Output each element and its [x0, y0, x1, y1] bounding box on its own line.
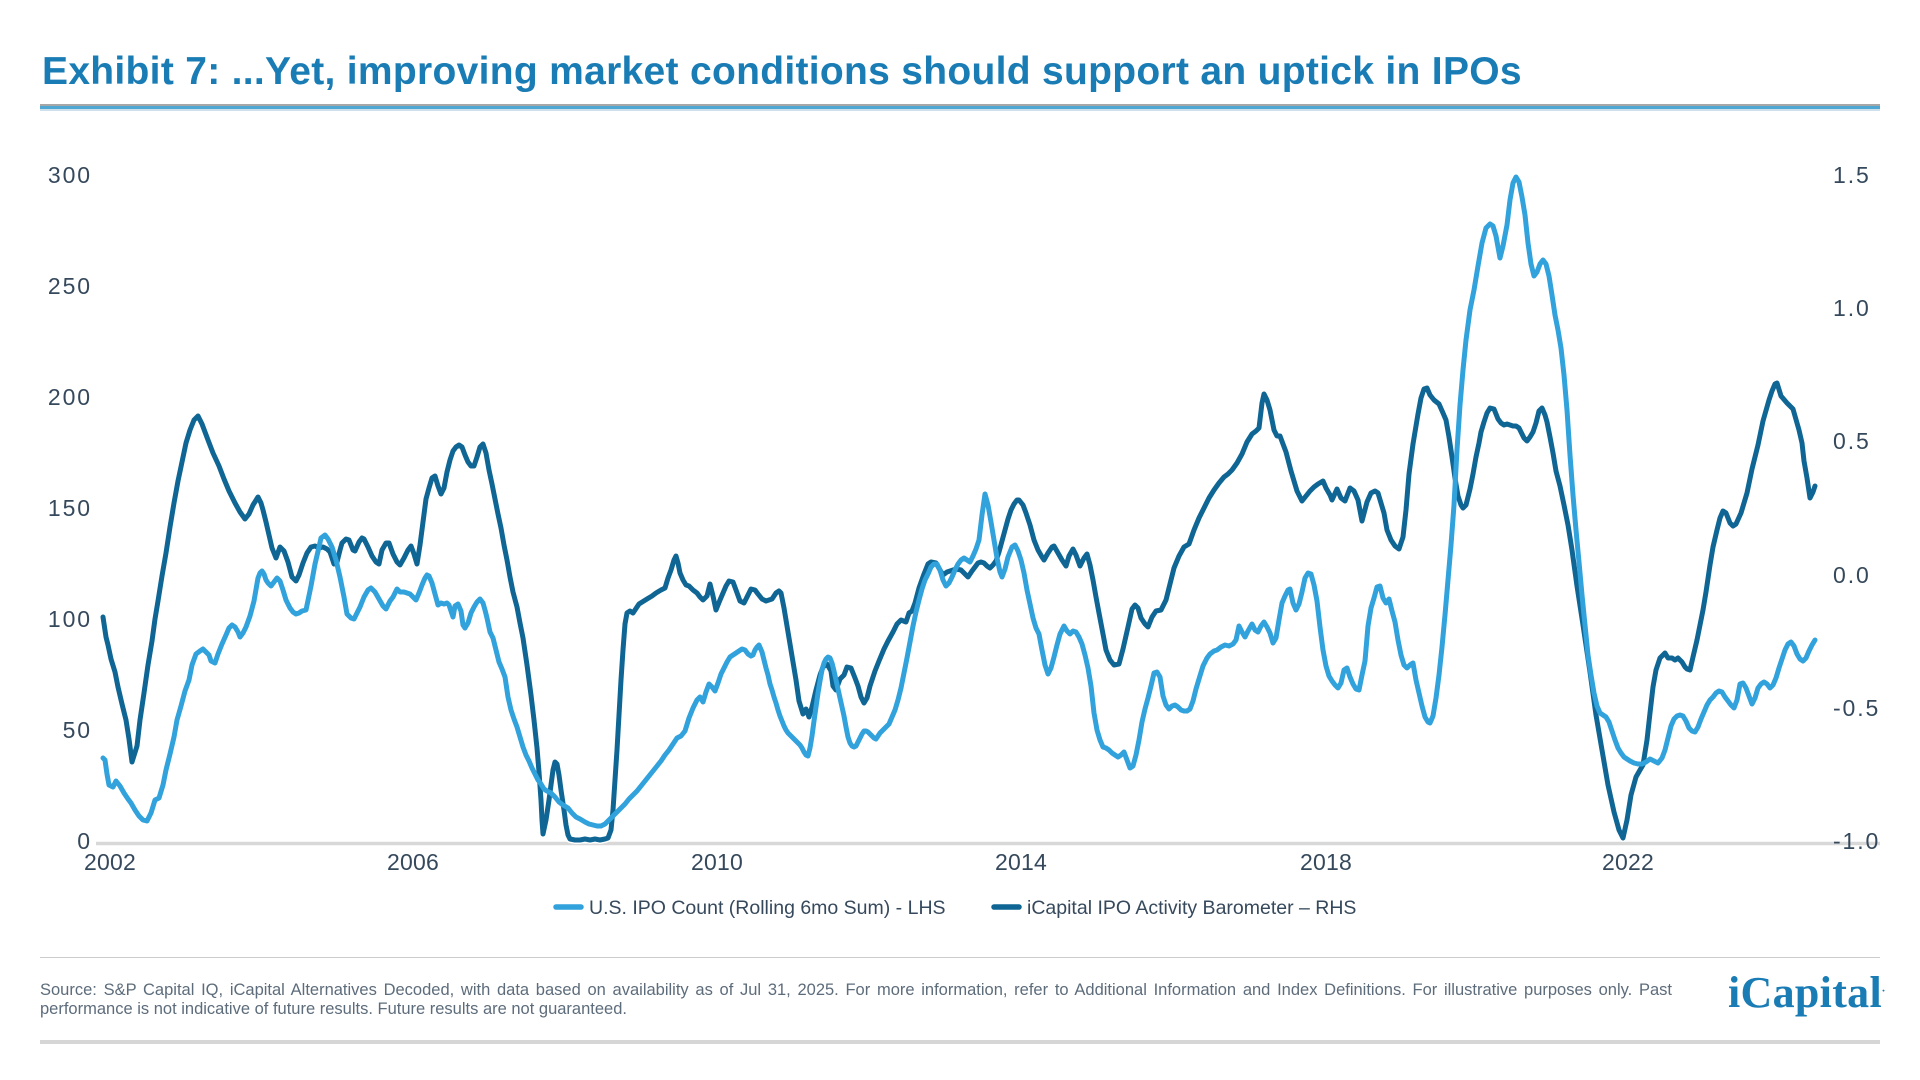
svg-text:-1.0: -1.0 [1833, 828, 1880, 854]
svg-text:150: 150 [48, 495, 92, 521]
svg-text:200: 200 [48, 384, 92, 410]
svg-text:0: 0 [77, 828, 92, 854]
svg-text:1.0: 1.0 [1833, 295, 1871, 321]
svg-text:0.0: 0.0 [1833, 562, 1871, 588]
svg-text:2010: 2010 [691, 849, 743, 875]
svg-text:U.S. IPO Count (Rolling 6mo Su: U.S. IPO Count (Rolling 6mo Sum) - LHS [589, 897, 946, 919]
svg-text:2006: 2006 [387, 849, 439, 875]
svg-text:2018: 2018 [1300, 849, 1352, 875]
svg-text:0.5: 0.5 [1833, 428, 1871, 454]
svg-text:iCapital IPO Activity Baromete: iCapital IPO Activity Barometer – RHS [1027, 897, 1356, 919]
svg-text:2014: 2014 [995, 849, 1047, 875]
svg-text:-0.5: -0.5 [1833, 695, 1880, 721]
svg-text:50: 50 [63, 717, 92, 743]
svg-text:300: 300 [48, 162, 92, 188]
svg-text:2002: 2002 [84, 849, 136, 875]
svg-text:100: 100 [48, 606, 92, 632]
svg-text:250: 250 [48, 273, 92, 299]
svg-text:2022: 2022 [1602, 849, 1654, 875]
svg-text:1.5: 1.5 [1833, 162, 1871, 188]
